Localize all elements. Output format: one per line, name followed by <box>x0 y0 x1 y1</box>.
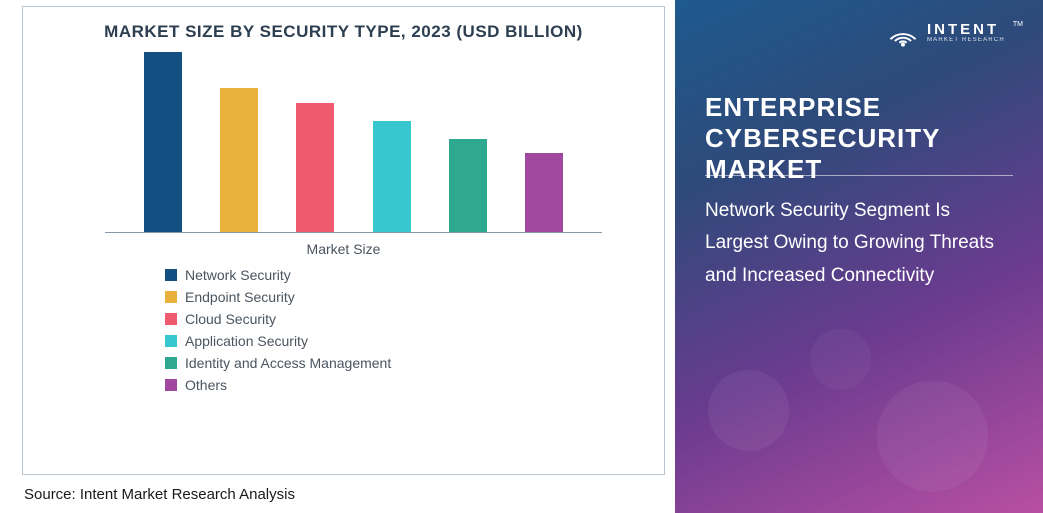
chart-container: MARKET SIZE BY SECURITY TYPE, 2023 (USD … <box>22 6 665 475</box>
bar <box>220 88 258 232</box>
bar <box>525 153 563 232</box>
logo-brand: INTENT <box>927 22 1005 37</box>
legend-label: Cloud Security <box>185 311 276 327</box>
wifi-icon <box>885 14 921 50</box>
bar <box>373 121 411 233</box>
right-panel-title: ENTERPRISE CYBERSECURITY MARKET <box>705 92 1013 186</box>
legend-swatch <box>165 269 177 281</box>
brand-logo: INTENT MARKET RESEARCH TM <box>885 14 1023 50</box>
chart-title: MARKET SIZE BY SECURITY TYPE, 2023 (USD … <box>104 21 583 43</box>
legend-label: Endpoint Security <box>185 289 295 305</box>
logo-tm: TM <box>1013 21 1023 28</box>
legend-item: Endpoint Security <box>165 289 642 305</box>
plot-area <box>105 53 602 233</box>
legend-item: Identity and Access Management <box>165 355 642 371</box>
bar-group <box>105 52 602 232</box>
legend-swatch <box>165 313 177 325</box>
legend-swatch <box>165 291 177 303</box>
logo-text: INTENT MARKET RESEARCH <box>927 22 1005 43</box>
bar <box>296 103 334 233</box>
legend-item: Network Security <box>165 267 642 283</box>
legend-label: Application Security <box>185 333 308 349</box>
legend-label: Others <box>185 377 227 393</box>
right-panel-divider <box>705 175 1013 176</box>
bar <box>449 139 487 233</box>
right-panel: INTENT MARKET RESEARCH TM ENTERPRISE CYB… <box>675 0 1043 513</box>
legend-label: Network Security <box>185 267 291 283</box>
bar <box>144 52 182 232</box>
legend-swatch <box>165 357 177 369</box>
x-axis-label: Market Size <box>45 241 642 257</box>
right-panel-blurb: Network Security Segment Is Largest Owin… <box>705 195 1013 292</box>
legend-item: Application Security <box>165 333 642 349</box>
legend-item: Cloud Security <box>165 311 642 327</box>
legend-swatch <box>165 379 177 391</box>
legend: Network Security Endpoint Security Cloud S… <box>165 267 642 393</box>
legend-item: Others <box>165 377 642 393</box>
x-axis-line <box>105 232 602 233</box>
source-text: Source: Intent Market Research Analysis <box>24 486 295 503</box>
logo-subtitle: MARKET RESEARCH <box>927 37 1005 43</box>
left-panel: MARKET SIZE BY SECURITY TYPE, 2023 (USD … <box>0 0 675 513</box>
legend-label: Identity and Access Management <box>185 355 391 371</box>
legend-swatch <box>165 335 177 347</box>
